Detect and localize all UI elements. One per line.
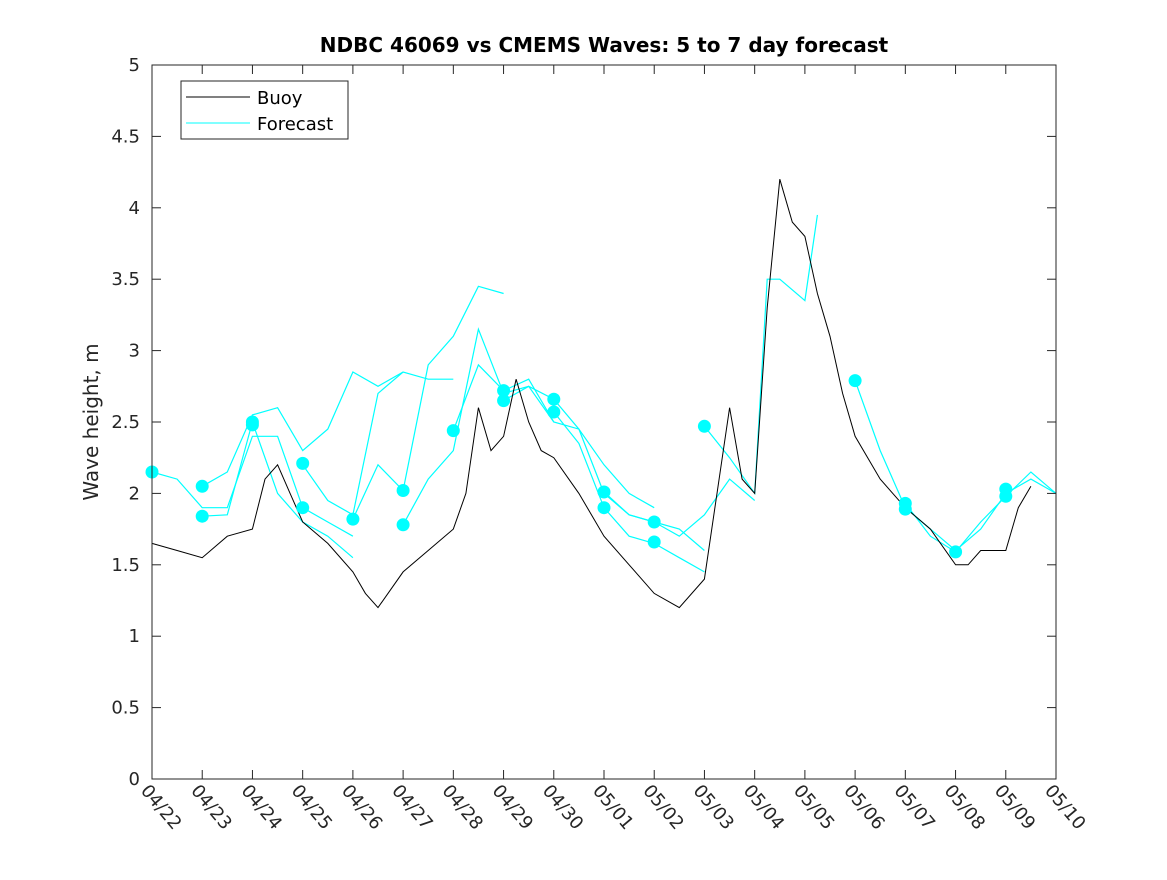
forecast-line — [603, 478, 756, 537]
legend-buoy-label: Buoy — [257, 88, 303, 109]
forecast-line — [302, 371, 454, 516]
legend-forecast-label: Forecast — [257, 114, 333, 135]
forecast-start-marker — [647, 515, 661, 529]
forecast-start-marker — [346, 512, 360, 526]
forecast-line — [904, 471, 1057, 553]
forecast-start-marker — [497, 384, 511, 398]
forecast-start-marker — [597, 485, 611, 499]
forecast-start-marker — [848, 374, 862, 388]
forecast-line — [452, 363, 655, 509]
forecast-start-marker — [396, 518, 410, 532]
forecast-start-marker — [497, 394, 511, 408]
plot-area — [152, 65, 1056, 779]
forecast-start-marker — [195, 479, 209, 493]
forecast-line — [703, 214, 818, 496]
forecast-start-marker — [999, 489, 1013, 503]
forecast-start-marker — [296, 501, 310, 515]
forecast-start-marker — [195, 509, 209, 523]
y-tick-label: 4 — [129, 198, 140, 219]
y-tick-label: 3.5 — [111, 269, 140, 290]
legend: Buoy Forecast — [180, 80, 349, 140]
y-tick-label: 1.5 — [111, 555, 140, 576]
y-tick-label: 0 — [129, 769, 140, 790]
forecast-start-marker — [547, 405, 561, 419]
y-axis-label: Wave height, m — [79, 343, 103, 500]
y-tick-label: 5 — [129, 55, 140, 76]
y-tick-label: 3 — [129, 341, 140, 362]
y-tick-label: 4.5 — [111, 126, 140, 147]
buoy-line — [151, 179, 1032, 609]
forecast-start-marker — [446, 424, 460, 438]
forecast-line — [352, 285, 504, 520]
forecast-start-marker — [949, 545, 963, 559]
forecast-start-marker — [396, 484, 410, 497]
forecast-start-marker — [898, 502, 912, 516]
y-tick-label: 2 — [129, 483, 140, 504]
legend-box — [180, 80, 349, 140]
forecast-start-marker — [697, 419, 711, 433]
y-tick-label: 0.5 — [111, 698, 140, 719]
y-tick-label: 2.5 — [111, 412, 140, 433]
series-layer — [145, 179, 1057, 609]
forecast-start-marker — [597, 501, 611, 515]
forecast-start-marker — [647, 535, 661, 549]
chart-title: NDBC 46069 vs CMEMS Waves: 5 to 7 day fo… — [320, 33, 889, 57]
forecast-start-marker — [296, 456, 310, 470]
forecast-line — [202, 419, 354, 559]
forecast-line — [151, 435, 354, 537]
y-tick-label: 1 — [129, 626, 140, 647]
forecast-line — [553, 411, 705, 573]
forecast-line — [201, 371, 404, 487]
forecast-start-marker — [245, 418, 259, 432]
forecast-start-marker — [547, 392, 561, 406]
